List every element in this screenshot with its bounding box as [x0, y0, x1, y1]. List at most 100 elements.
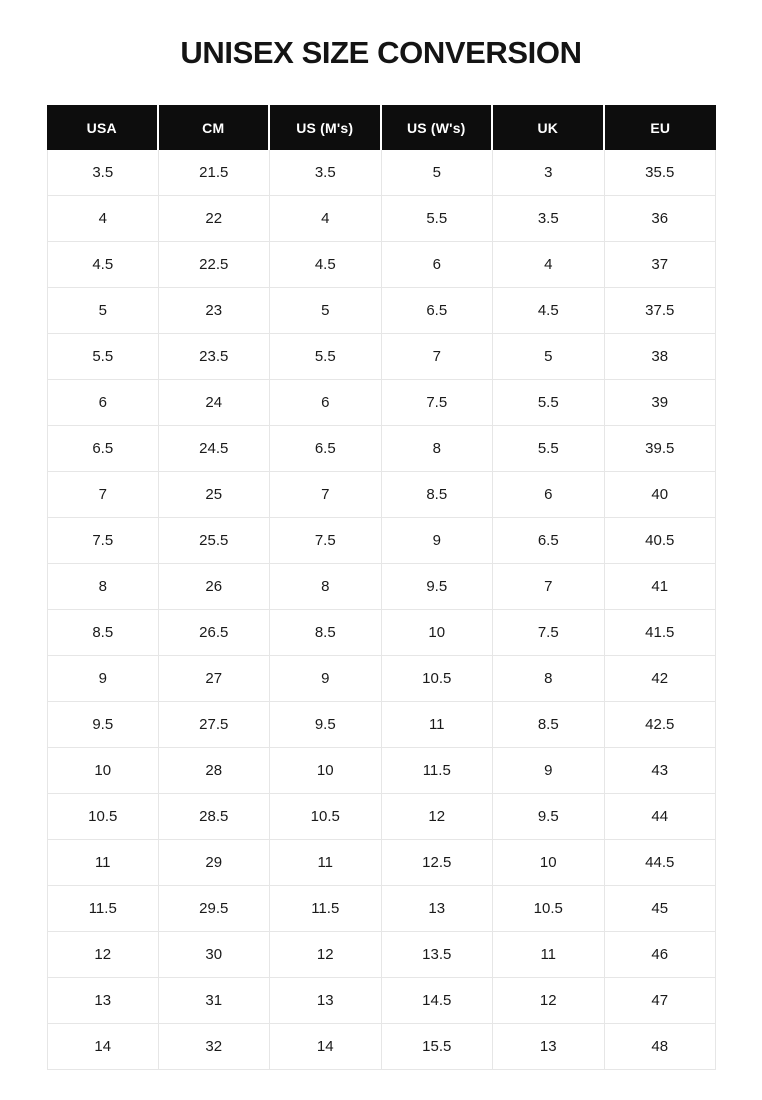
table-cell: 36 [604, 196, 716, 242]
table-cell: 13.5 [381, 932, 493, 978]
column-header: USA [47, 105, 159, 150]
table-cell: 9.5 [493, 794, 605, 840]
column-header: US (M's) [270, 105, 382, 150]
table-cell: 25.5 [158, 518, 270, 564]
table-cell: 32 [158, 1024, 270, 1070]
table-cell: 42.5 [604, 702, 716, 748]
table-row: 13 31 13 14.5 12 47 [47, 978, 716, 1024]
table-cell: 30 [158, 932, 270, 978]
table-cell: 43 [604, 748, 716, 794]
table-header-row: USA CM US (M's) US (W's) UK EU [47, 105, 716, 150]
table-cell: 9 [381, 518, 493, 564]
table-cell: 23.5 [158, 334, 270, 380]
table-cell: 11 [270, 840, 382, 886]
table-cell: 27.5 [158, 702, 270, 748]
table-cell: 22.5 [158, 242, 270, 288]
table-cell: 44 [604, 794, 716, 840]
table-cell: 7 [270, 472, 382, 518]
table-cell: 12.5 [381, 840, 493, 886]
table-cell: 12 [493, 978, 605, 1024]
table-cell: 6.5 [381, 288, 493, 334]
table-row: 7.5 25.5 7.5 9 6.5 40.5 [47, 518, 716, 564]
table-cell: 40 [604, 472, 716, 518]
table-row: 6 24 6 7.5 5.5 39 [47, 380, 716, 426]
column-header: US (W's) [381, 105, 493, 150]
table-cell: 11 [493, 932, 605, 978]
table-cell: 8 [47, 564, 159, 610]
table-cell: 48 [604, 1024, 716, 1070]
table-row: 4 22 4 5.5 3.5 36 [47, 196, 716, 242]
table-cell: 39 [604, 380, 716, 426]
table-cell: 14 [270, 1024, 382, 1070]
table-cell: 4.5 [493, 288, 605, 334]
table-row: 4.5 22.5 4.5 6 4 37 [47, 242, 716, 288]
table-cell: 9.5 [47, 702, 159, 748]
table-cell: 13 [381, 886, 493, 932]
column-header: CM [158, 105, 270, 150]
table-cell: 12 [270, 932, 382, 978]
table-cell: 13 [493, 1024, 605, 1070]
table-cell: 10 [270, 748, 382, 794]
table-cell: 8.5 [47, 610, 159, 656]
table-cell: 3.5 [47, 150, 159, 196]
table-row: 11 29 11 12.5 10 44.5 [47, 840, 716, 886]
table-cell: 10.5 [493, 886, 605, 932]
table-cell: 14 [47, 1024, 159, 1070]
table-cell: 5.5 [270, 334, 382, 380]
table-cell: 41 [604, 564, 716, 610]
table-cell: 47 [604, 978, 716, 1024]
table-row: 9 27 9 10.5 8 42 [47, 656, 716, 702]
table-cell: 5.5 [493, 380, 605, 426]
table-row: 10 28 10 11.5 9 43 [47, 748, 716, 794]
table-cell: 6 [381, 242, 493, 288]
table-cell: 29 [158, 840, 270, 886]
table-cell: 8 [381, 426, 493, 472]
table-cell: 11 [381, 702, 493, 748]
table-cell: 7 [493, 564, 605, 610]
size-conversion-table: USA CM US (M's) US (W's) UK EU 3.5 21.5 3.5 5 3 35… [47, 105, 716, 1070]
table-cell: 6.5 [47, 426, 159, 472]
table-cell: 8.5 [493, 702, 605, 748]
table-cell: 5 [493, 334, 605, 380]
table-cell: 24 [158, 380, 270, 426]
table-cell: 12 [47, 932, 159, 978]
column-header: EU [604, 105, 716, 150]
table-row: 5 23 5 6.5 4.5 37.5 [47, 288, 716, 334]
page-title: UNISEX SIZE CONVERSION [180, 35, 582, 70]
table-cell: 9 [493, 748, 605, 794]
table-row: 8.5 26.5 8.5 10 7.5 41.5 [47, 610, 716, 656]
table-cell: 7 [381, 334, 493, 380]
table-cell: 6 [47, 380, 159, 426]
table-cell: 28.5 [158, 794, 270, 840]
table-cell: 7.5 [493, 610, 605, 656]
table-cell: 8 [270, 564, 382, 610]
table-cell: 9.5 [381, 564, 493, 610]
column-header: UK [493, 105, 605, 150]
table-row: 3.5 21.5 3.5 5 3 35.5 [47, 150, 716, 196]
table-cell: 4 [493, 242, 605, 288]
table-cell: 37.5 [604, 288, 716, 334]
table-cell: 8 [493, 656, 605, 702]
table-cell: 9.5 [270, 702, 382, 748]
table-cell: 5 [381, 150, 493, 196]
table-cell: 7.5 [381, 380, 493, 426]
table-cell: 11.5 [270, 886, 382, 932]
table-cell: 5.5 [381, 196, 493, 242]
table-cell: 6.5 [493, 518, 605, 564]
table-cell: 24.5 [158, 426, 270, 472]
table-cell: 6 [270, 380, 382, 426]
table-cell: 39.5 [604, 426, 716, 472]
table-cell: 3.5 [493, 196, 605, 242]
table-cell: 5.5 [47, 334, 159, 380]
table-row: 12 30 12 13.5 11 46 [47, 932, 716, 978]
table-cell: 14.5 [381, 978, 493, 1024]
table-row: 8 26 8 9.5 7 41 [47, 564, 716, 610]
table-cell: 45 [604, 886, 716, 932]
table-cell: 11 [47, 840, 159, 886]
table-cell: 4.5 [47, 242, 159, 288]
table-cell: 25 [158, 472, 270, 518]
table-cell: 27 [158, 656, 270, 702]
table-cell: 4.5 [270, 242, 382, 288]
table-cell: 9 [47, 656, 159, 702]
